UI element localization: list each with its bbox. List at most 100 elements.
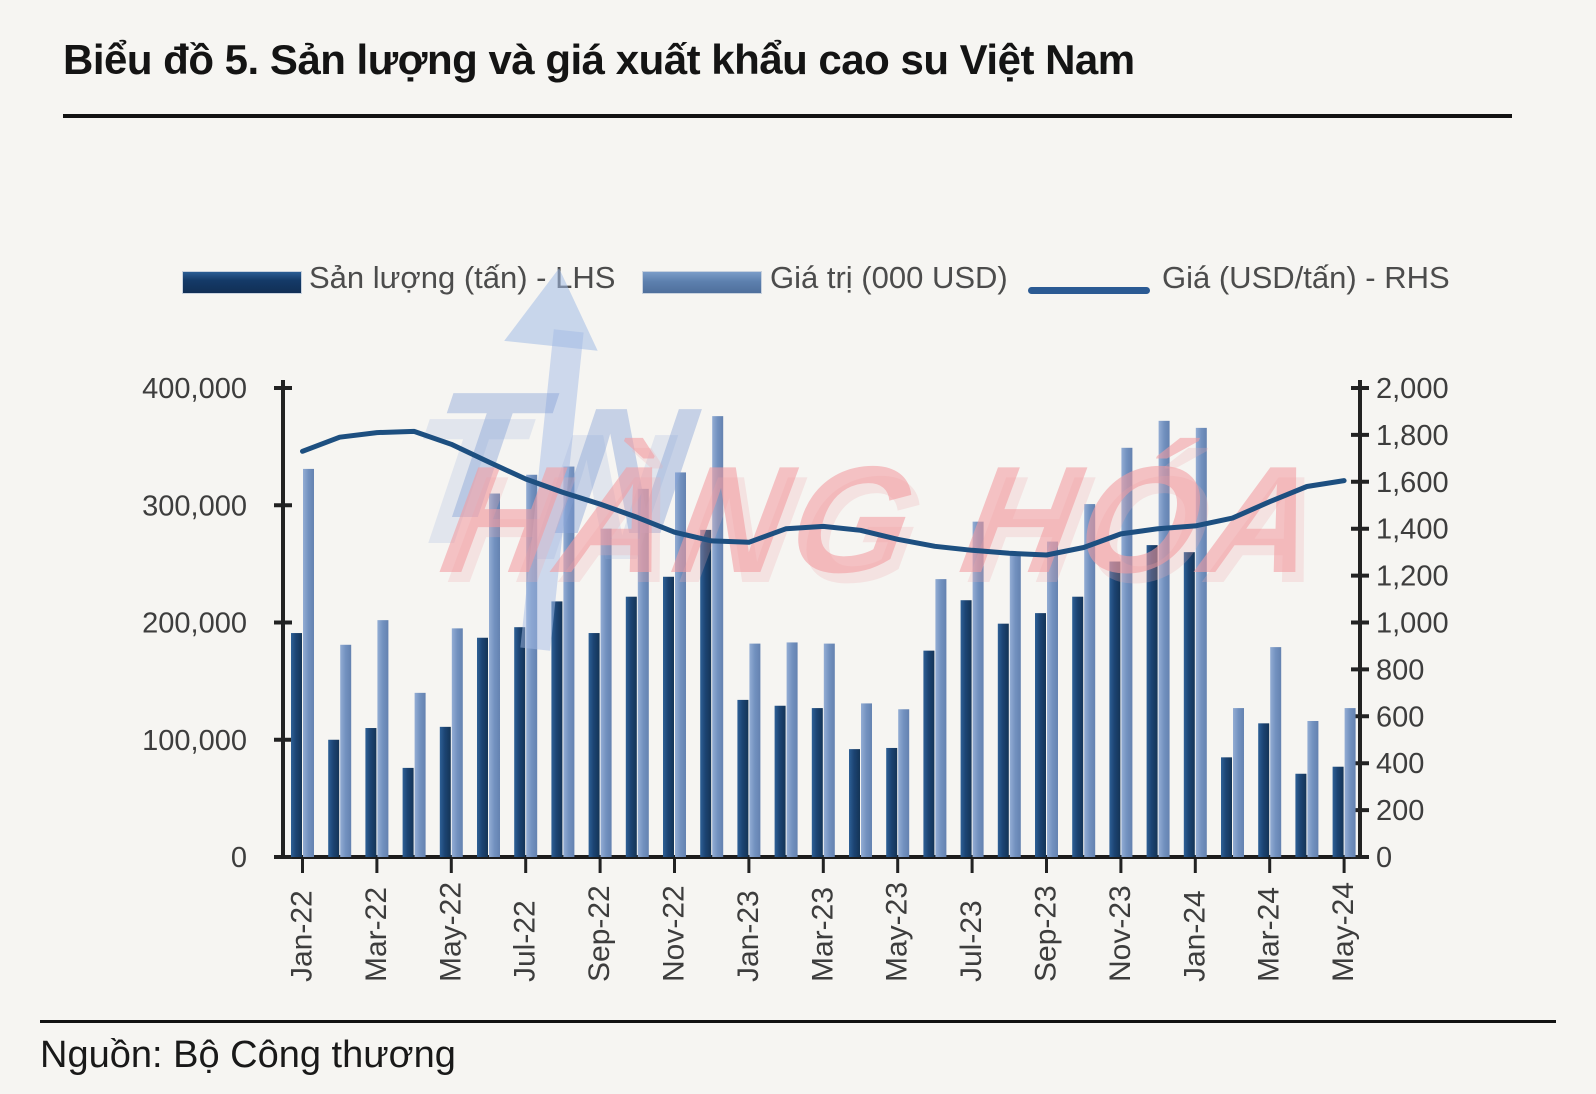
page-title: Biểu đồ 5. Sản lượng và giá xuất khẩu ca… xyxy=(63,36,1135,83)
svg-text:May-22: May-22 xyxy=(434,882,467,982)
bar-volume xyxy=(1109,561,1121,857)
bar-value xyxy=(972,521,984,857)
svg-text:300,000: 300,000 xyxy=(142,490,247,522)
axes: 0 100,000 200,000 300,000 400,000 0 200 400 600 8… xyxy=(142,373,1448,982)
svg-text:600: 600 xyxy=(1376,701,1424,733)
svg-text:2,000: 2,000 xyxy=(1376,373,1449,405)
bar-value xyxy=(786,642,798,857)
bar-volume xyxy=(551,601,563,857)
title-divider xyxy=(63,114,1512,118)
bar-volume xyxy=(663,576,674,857)
bar-volume xyxy=(700,529,712,857)
bar-value xyxy=(303,468,314,857)
bar-value xyxy=(861,703,872,857)
bar-value xyxy=(489,493,500,857)
bar-volume xyxy=(1072,596,1084,857)
legend-swatch-value xyxy=(642,271,762,294)
bar-value xyxy=(1233,708,1244,857)
svg-text:May-24: May-24 xyxy=(1327,882,1360,982)
bar-value xyxy=(451,628,463,857)
bar-value xyxy=(712,416,724,857)
svg-text:1,800: 1,800 xyxy=(1376,420,1449,452)
bar-volume xyxy=(1221,757,1232,857)
svg-text:Sep-22: Sep-22 xyxy=(583,885,616,982)
svg-text:200,000: 200,000 xyxy=(142,608,247,640)
watermark-letter-n: N xyxy=(545,371,705,572)
bar-volume xyxy=(886,747,898,857)
bar-value xyxy=(823,643,835,857)
bar-volume xyxy=(588,633,600,857)
bar-value xyxy=(637,488,649,857)
svg-text:Jan-23: Jan-23 xyxy=(732,890,765,982)
svg-text:Jan-22: Jan-22 xyxy=(286,890,319,982)
svg-text:Mar-23: Mar-23 xyxy=(806,887,839,982)
svg-text:0: 0 xyxy=(231,842,247,874)
legend-label-price: Giá (USD/tấn) - RHS xyxy=(1162,260,1450,295)
bar-value xyxy=(340,644,352,857)
bar-volume xyxy=(328,739,340,857)
bar-value xyxy=(526,474,538,857)
svg-text:0: 0 xyxy=(1376,842,1392,874)
svg-text:400,000: 400,000 xyxy=(142,373,247,405)
legend-swatch-volume xyxy=(182,271,302,294)
bar-value xyxy=(563,466,575,857)
svg-text:Mar-24: Mar-24 xyxy=(1253,887,1286,982)
bar-value xyxy=(377,620,389,857)
bar-volume xyxy=(737,699,749,857)
svg-text:1,200: 1,200 xyxy=(1376,561,1449,593)
bar-volume xyxy=(365,728,377,857)
svg-text:May-23: May-23 xyxy=(881,882,914,982)
svg-text:100,000: 100,000 xyxy=(142,725,247,757)
bar-value xyxy=(749,643,761,857)
bar-volume xyxy=(1332,766,1344,857)
svg-text:Nov-23: Nov-23 xyxy=(1104,885,1137,982)
bar-volume xyxy=(439,726,451,857)
bar-value xyxy=(1047,541,1058,857)
footer-divider xyxy=(40,1020,1556,1023)
svg-text:Mar-22: Mar-22 xyxy=(360,887,393,982)
bar-series xyxy=(291,416,1356,857)
bar-value xyxy=(935,579,947,857)
bar-volume xyxy=(849,749,860,857)
bar-value xyxy=(1270,647,1282,857)
bar-volume xyxy=(811,708,823,857)
bar-volume xyxy=(625,596,637,857)
bar-value xyxy=(1158,420,1170,857)
bar-volume xyxy=(514,627,526,857)
watermark-brand-text: HÀNG HÓA xyxy=(431,435,1337,605)
source-note: Nguồn: Bộ Công thương xyxy=(40,1034,456,1076)
bar-value xyxy=(675,472,686,857)
svg-text:400: 400 xyxy=(1376,748,1424,780)
watermark-letter-t: T xyxy=(413,355,553,556)
svg-text:1,600: 1,600 xyxy=(1376,467,1449,499)
price-line-series xyxy=(300,428,1347,558)
bar-value xyxy=(898,709,910,857)
legend-label-value: Giá trị (000 USD) xyxy=(770,260,1008,295)
watermark-arrow-icon xyxy=(520,329,584,651)
bar-volume xyxy=(291,633,302,857)
svg-text:Jul-22: Jul-22 xyxy=(509,900,542,982)
bar-volume xyxy=(1146,545,1158,857)
bar-volume xyxy=(477,637,488,857)
bar-value xyxy=(1307,720,1319,857)
legend-swatch-price-line xyxy=(1028,287,1150,294)
bar-value xyxy=(1084,504,1096,857)
bar-volume xyxy=(1183,552,1195,857)
bar-value xyxy=(1195,427,1207,857)
bar-value xyxy=(1121,447,1133,857)
legend: Sản lượng (tấn) - LHS Giá trị (000 USD) … xyxy=(0,258,1596,298)
bar-volume xyxy=(1295,773,1307,857)
bar-volume xyxy=(960,600,972,857)
svg-text:1,400: 1,400 xyxy=(1376,514,1449,546)
svg-text:800: 800 xyxy=(1376,654,1424,686)
svg-text:1,000: 1,000 xyxy=(1376,608,1449,640)
svg-text:Sep-23: Sep-23 xyxy=(1030,885,1063,982)
bar-value xyxy=(600,528,612,857)
bar-volume xyxy=(997,623,1009,857)
bar-volume xyxy=(1258,723,1270,857)
bar-volume xyxy=(923,650,935,857)
